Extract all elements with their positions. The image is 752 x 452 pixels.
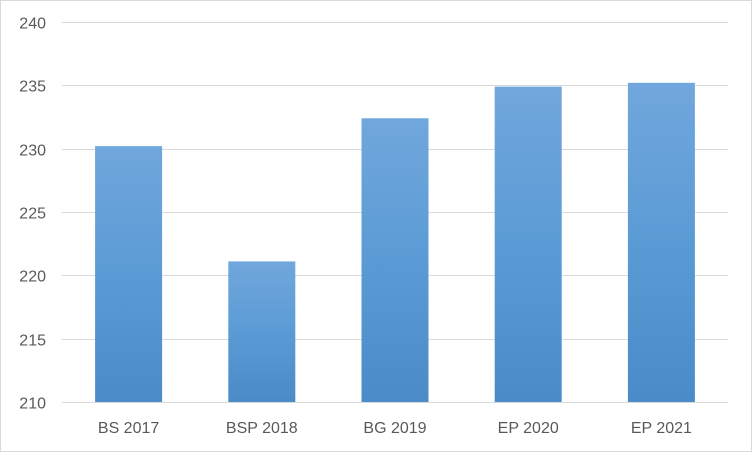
- y-tick-label: 225: [19, 206, 46, 223]
- y-tick-label: 210: [19, 396, 46, 413]
- bar-bs-2017: [95, 146, 163, 402]
- bar-bg-2019: [361, 118, 429, 403]
- x-tick-label: BSP 2018: [226, 420, 298, 437]
- x-tick-label: BS 2017: [98, 420, 159, 437]
- y-tick-label: 220: [19, 269, 46, 286]
- x-tick-label: EP 2021: [631, 420, 692, 437]
- bar-ep-2020: [494, 86, 562, 402]
- y-tick-label: 215: [19, 333, 46, 350]
- x-axis-ticks: BS 2017 BSP 2018 BG 2019 EP 2020 EP 2021: [98, 420, 692, 437]
- y-tick-label: 235: [19, 79, 46, 96]
- x-tick-label: EP 2020: [498, 420, 559, 437]
- x-tick-label: BG 2019: [363, 420, 426, 437]
- y-tick-label: 230: [19, 143, 46, 160]
- y-tick-label: 240: [19, 16, 46, 33]
- bars: [95, 82, 695, 403]
- y-axis-ticks: 210 215 220 225 230 235 240: [19, 16, 46, 413]
- bar-bsp-2018: [228, 261, 296, 402]
- bar-ep-2021: [627, 82, 695, 403]
